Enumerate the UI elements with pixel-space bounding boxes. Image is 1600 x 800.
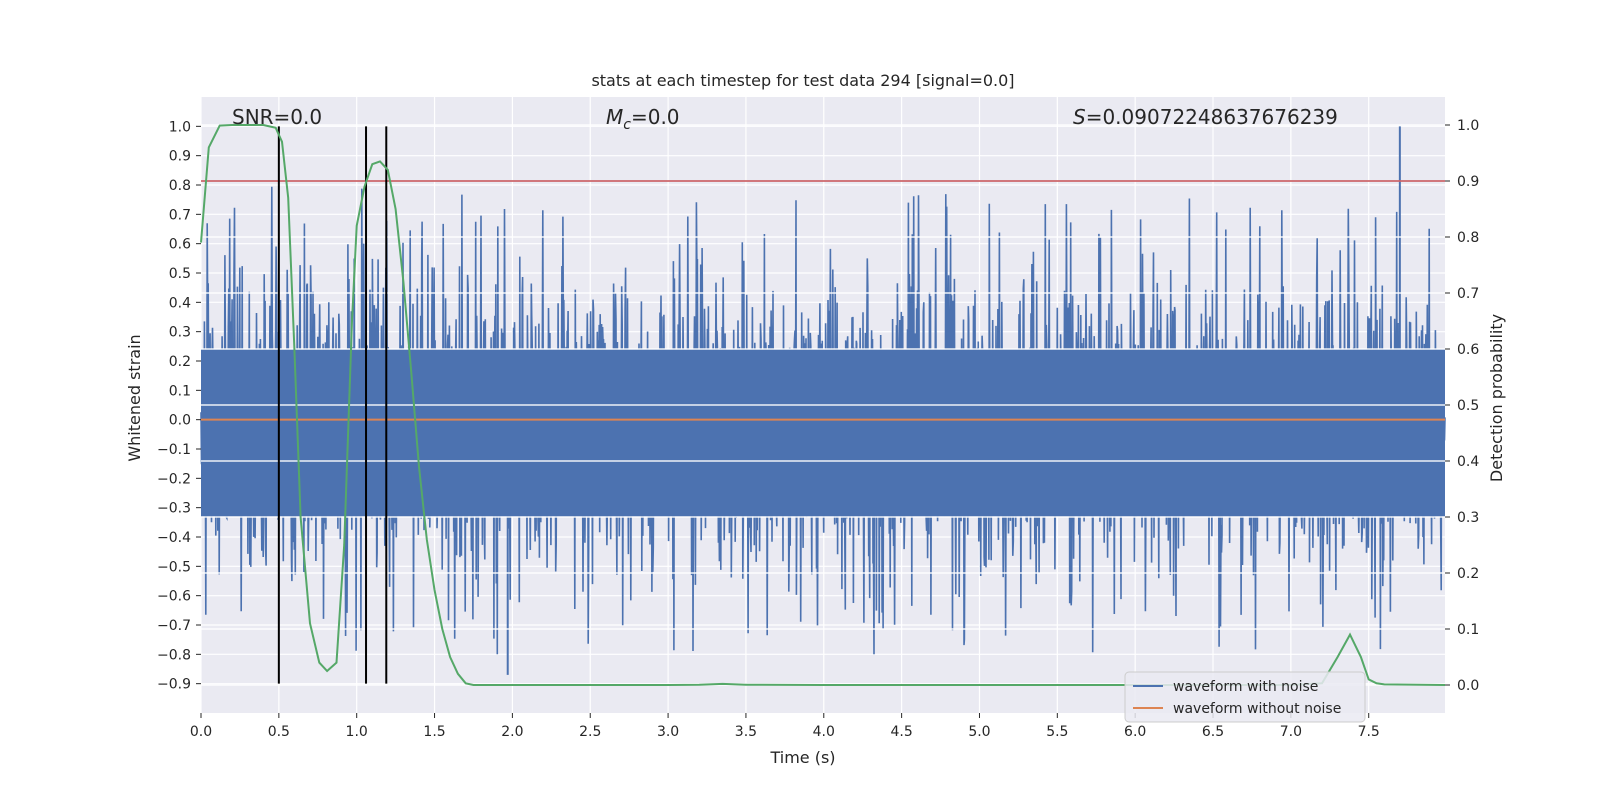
legend-label: waveform with noise: [1173, 679, 1318, 695]
y-tick-label: −0.2: [157, 471, 191, 487]
x-tick-label: 2.5: [579, 724, 601, 740]
y-tick-label: 0.3: [169, 325, 191, 341]
waveform-with-noise-series: [200, 126, 1446, 675]
y2-tick-label: 0.3: [1457, 510, 1479, 526]
y2-tick-label: 0.9: [1457, 174, 1479, 190]
x-tick-label: 7.0: [1280, 724, 1302, 740]
y-tick-label: −0.5: [157, 559, 191, 575]
x-tick-label: 1.0: [346, 724, 368, 740]
y2-tick-label: 0.2: [1457, 566, 1479, 582]
y-tick-label: 0.2: [169, 354, 191, 370]
snr-annotation: SNR=0.0: [232, 105, 322, 129]
y-tick-label: −0.3: [157, 501, 191, 517]
y-tick-label: 0.5: [169, 266, 191, 282]
s-statistic-annotation: S=0.09072248637676239: [1073, 105, 1338, 129]
x-axis-label: Time (s): [769, 748, 835, 767]
mc-symbol: M: [606, 105, 623, 129]
y2-tick-label: 0.1: [1457, 622, 1479, 638]
x-tick-label: 0.0: [190, 724, 212, 740]
x-tick-label: 3.5: [735, 724, 757, 740]
y-tick-label: 0.7: [169, 207, 191, 223]
y-tick-label: −0.8: [157, 647, 191, 663]
y2-tick-label: 1.0: [1457, 118, 1479, 134]
y-tick-label: −0.6: [157, 589, 191, 605]
x-tick-label: 6.0: [1124, 724, 1146, 740]
y2-tick-label: 0.0: [1457, 678, 1479, 694]
y2-tick-label: 0.7: [1457, 286, 1479, 302]
noise-dense-band: [201, 349, 1445, 517]
y2-tick-label: 0.6: [1457, 342, 1479, 358]
x-tick-label: 1.5: [423, 724, 445, 740]
y-tick-label: −0.9: [157, 677, 191, 693]
x-tick-label: 4.0: [813, 724, 835, 740]
axes: 0.0 0.5 1.0 1.5 2.0 2.5 3.0 3.5 4.0 4.5 5.0 5.5 6.0 6…: [157, 118, 1479, 740]
chirp-mass-annotation: Mc=0.0: [606, 105, 680, 133]
y2-tick-label: 0.5: [1457, 398, 1479, 414]
s-value: =0.09072248637676239: [1086, 105, 1338, 129]
y-tick-label: −0.4: [157, 530, 191, 546]
y2-axis-label: Detection probability: [1487, 314, 1506, 482]
y-tick-label: −0.7: [157, 618, 191, 634]
x-tick-label: 5.5: [1046, 724, 1068, 740]
y-tick-label: 0.8: [169, 178, 191, 194]
y-tick-label: 0.1: [169, 383, 191, 399]
legend-box: [1124, 671, 1366, 723]
x-tick-label: 7.5: [1358, 724, 1380, 740]
y-tick-label: 0.6: [169, 237, 191, 253]
y-tick-label: 0.9: [169, 149, 191, 165]
x-tick-label: 5.0: [968, 724, 990, 740]
x-tick-label: 0.5: [268, 724, 290, 740]
y-tick-label: 1.0: [169, 119, 191, 135]
legend-label: waveform without noise: [1173, 701, 1341, 717]
y-axis-label: Whitened strain: [125, 334, 144, 461]
x-tick-label: 2.0: [501, 724, 523, 740]
y2-tick-label: 0.8: [1457, 230, 1479, 246]
y2-tick-label: 0.4: [1457, 454, 1479, 470]
s-symbol: S: [1073, 105, 1086, 129]
x-tick-label: 6.5: [1202, 724, 1224, 740]
chart-title: stats at each timestep for test data 294…: [591, 71, 1014, 90]
mc-value: =0.0: [631, 105, 680, 129]
y-tick-label: 0.4: [169, 295, 191, 311]
y-tick-label: −0.1: [157, 442, 191, 458]
x-tick-label: 4.5: [890, 724, 912, 740]
x-tick-label: 3.0: [657, 724, 679, 740]
y-tick-label: 0.0: [169, 413, 191, 429]
mc-subscript: c: [623, 117, 631, 133]
legend: waveform with noise waveform without nois…: [1124, 671, 1366, 723]
